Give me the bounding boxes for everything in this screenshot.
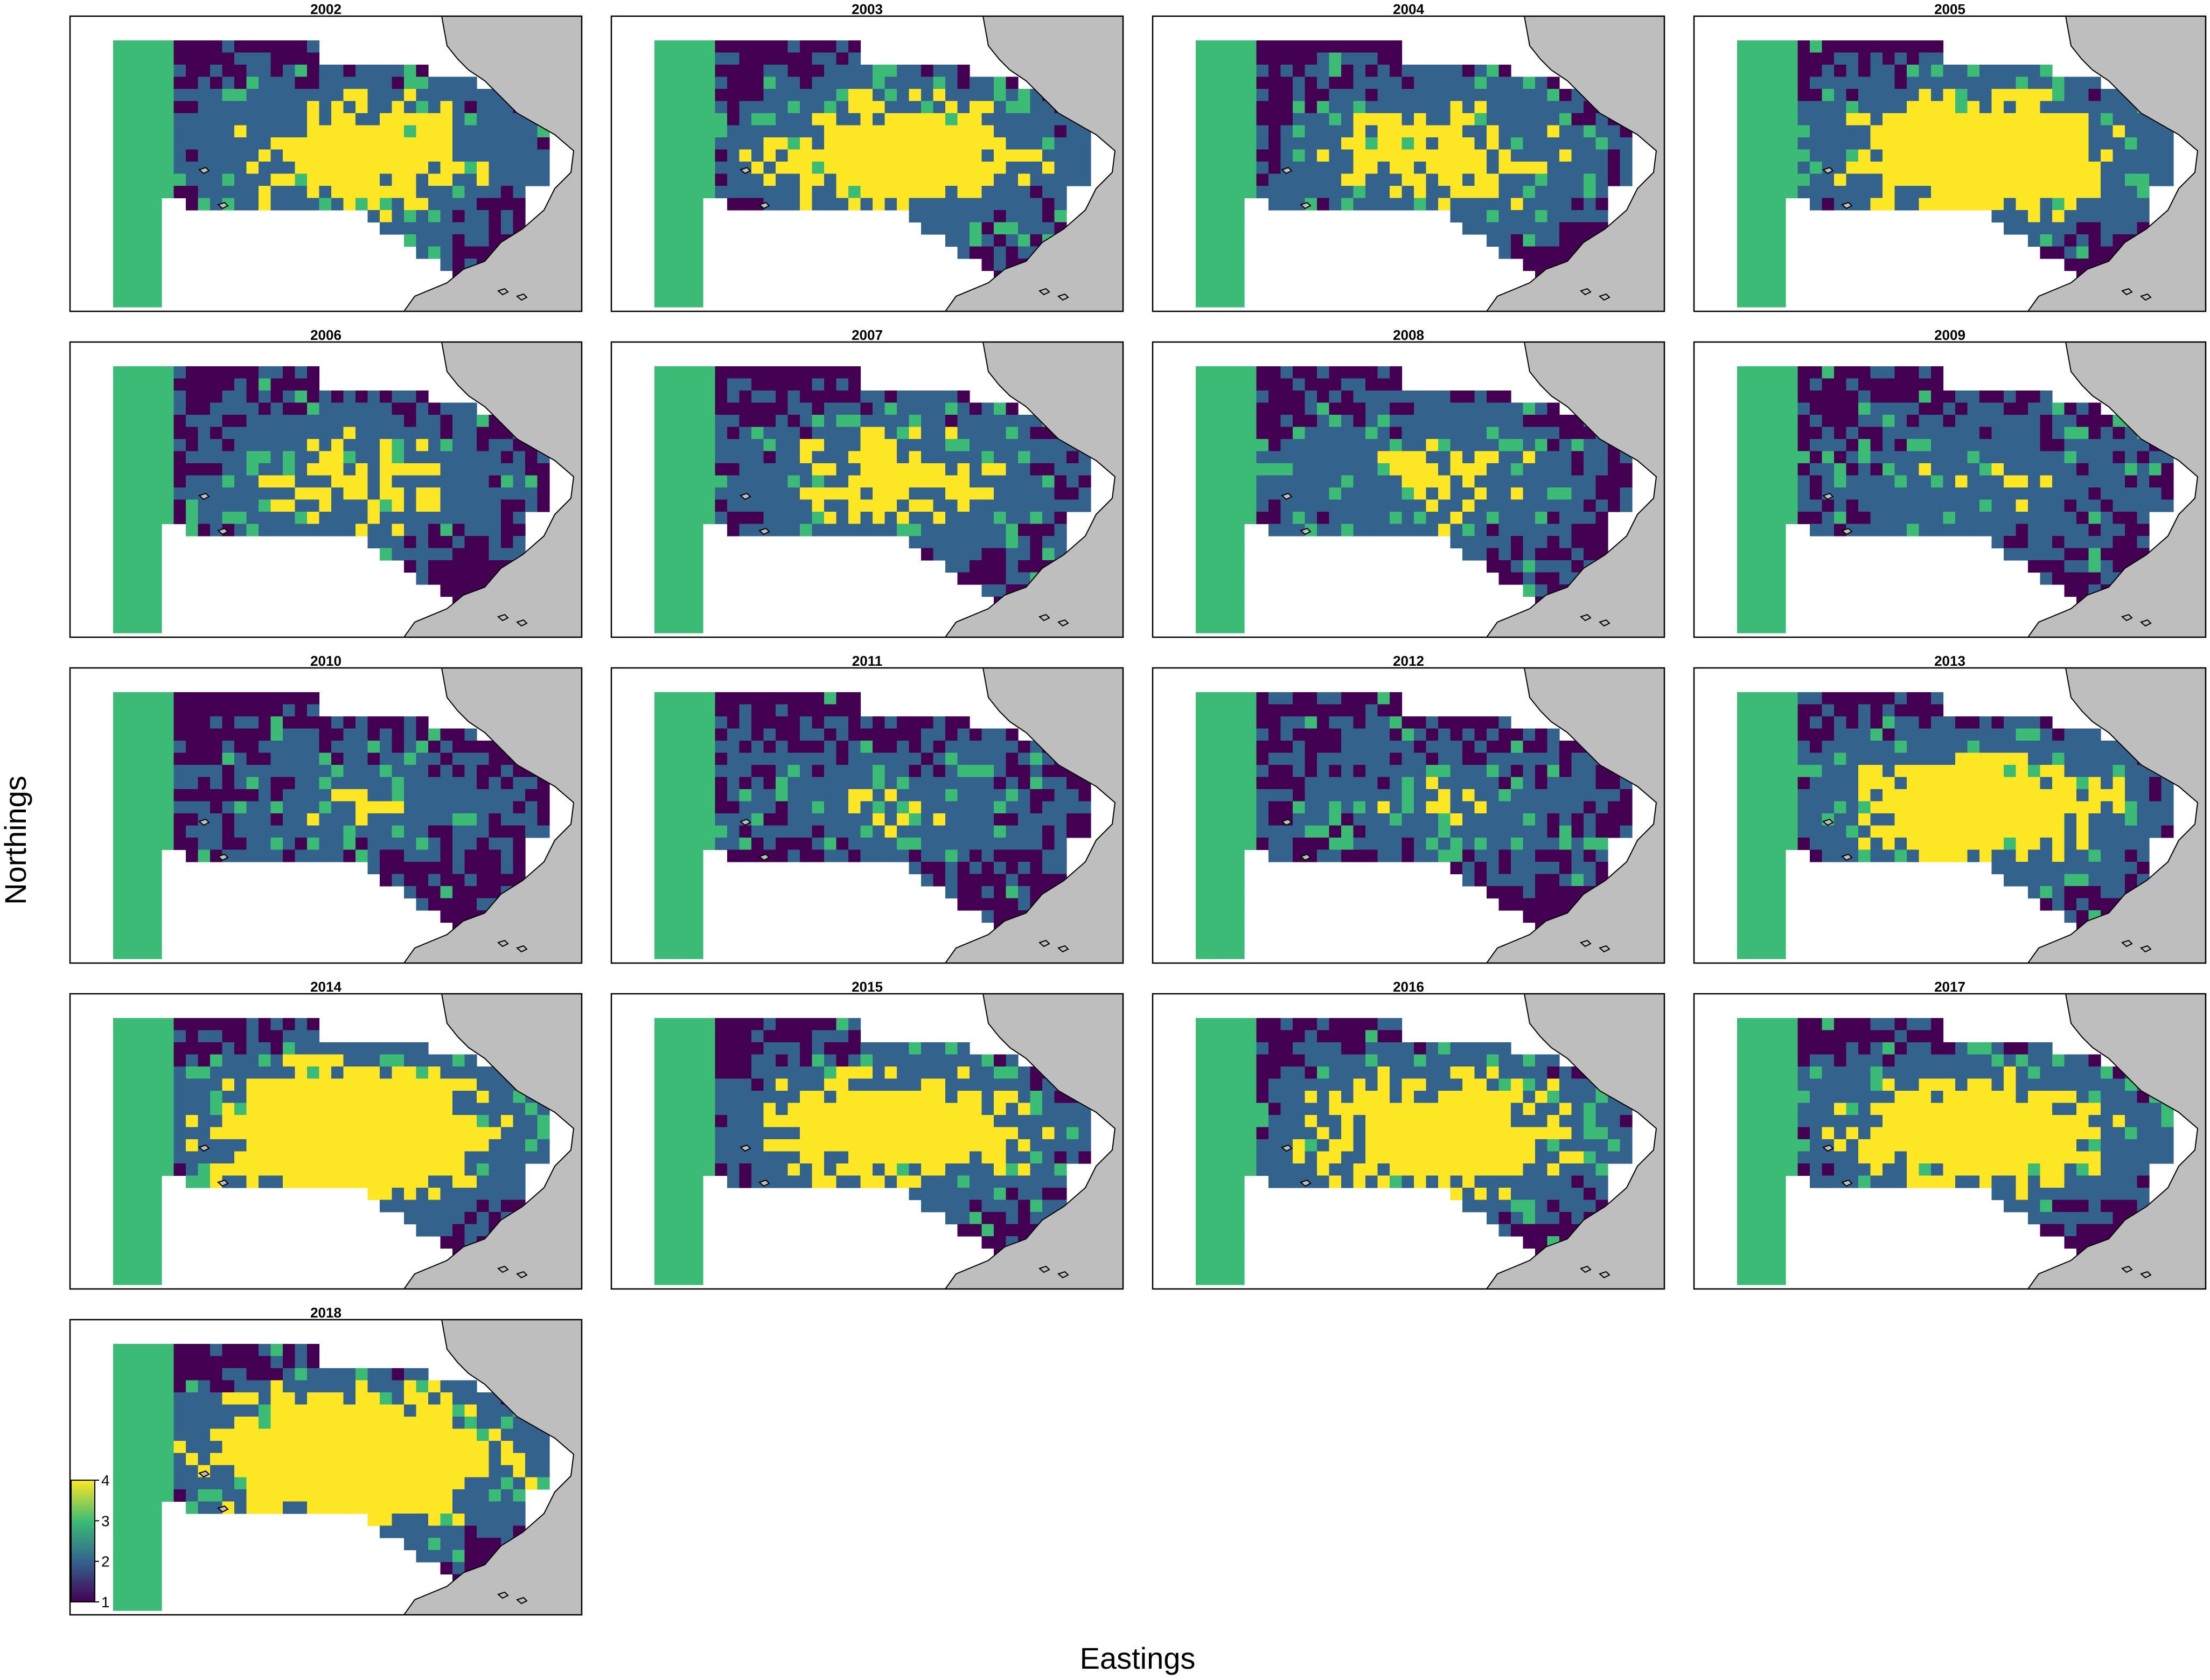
land-2004 xyxy=(1486,16,1664,311)
map-panel-2016: 2016 xyxy=(1152,979,1665,1290)
map-panel-2005: 2005 xyxy=(1693,1,2207,312)
map-panel-2002: 2002 xyxy=(69,1,583,312)
panel-title: 2012 xyxy=(1393,653,1424,669)
panel-title: 2015 xyxy=(852,979,883,995)
land-2006 xyxy=(403,342,582,637)
land-2007 xyxy=(944,342,1123,637)
panel-title: 2002 xyxy=(310,1,341,17)
map-panel-2012: 2012 xyxy=(1152,653,1665,964)
legend-tick-label: 1 xyxy=(101,1594,110,1611)
map-panel-2014: 2014 xyxy=(69,979,583,1290)
land-2003 xyxy=(944,16,1123,311)
color-legend: 1 2 3 4 xyxy=(71,1472,110,1611)
panel-title: 2003 xyxy=(852,1,883,17)
map-panel-2010: 2010 xyxy=(69,653,583,964)
land-2002 xyxy=(403,16,582,311)
panel-title: 2007 xyxy=(852,327,883,343)
map-panel-2007: 2007 xyxy=(610,327,1124,638)
y-axis-label: Northings xyxy=(0,776,32,905)
panel-title: 2014 xyxy=(310,979,341,995)
panel-title: 2005 xyxy=(1934,1,1965,17)
map-panel-2009: 2009 xyxy=(1693,327,2207,638)
map-panel-2017: 2017 xyxy=(1693,979,2207,1290)
land-2008 xyxy=(1486,342,1664,637)
panel-title: 2013 xyxy=(1934,653,1965,669)
legend-tick-label: 4 xyxy=(101,1472,110,1489)
land-2011 xyxy=(944,668,1123,963)
land-2017 xyxy=(2027,994,2206,1289)
panel-title: 2008 xyxy=(1393,327,1424,343)
map-panel-2003: 2003 xyxy=(610,1,1124,312)
land-2013 xyxy=(2027,668,2206,963)
land-2016 xyxy=(1486,994,1664,1289)
map-panels: 2002 2003 2004 2005 2006 2007 2008 2009 2010 2011… xyxy=(69,1,2207,1616)
land-2015 xyxy=(944,994,1123,1289)
panel-title: 2017 xyxy=(1934,979,1965,995)
legend-tick-label: 3 xyxy=(101,1512,110,1529)
map-panel-2006: 2006 xyxy=(69,327,583,638)
map-panel-2015: 2015 xyxy=(610,979,1124,1290)
panel-title: 2016 xyxy=(1393,979,1424,995)
land-2014 xyxy=(403,994,582,1289)
land-2010 xyxy=(403,668,582,963)
panel-title: 2004 xyxy=(1393,1,1424,17)
panel-title: 2009 xyxy=(1934,327,1965,343)
land-2018 xyxy=(403,1320,582,1615)
land-2005 xyxy=(2027,16,2206,311)
map-panel-2008: 2008 xyxy=(1152,327,1665,638)
x-axis-label: Eastings xyxy=(1080,1641,1196,1675)
map-panel-2011: 2011 xyxy=(610,653,1124,964)
legend-tick-label: 2 xyxy=(101,1553,110,1570)
map-panel-2004: 2004 xyxy=(1152,1,1665,312)
panel-title: 2011 xyxy=(852,653,882,669)
map-panel-2018: 2018 xyxy=(69,1305,583,1616)
panel-title: 2018 xyxy=(310,1305,341,1321)
land-2009 xyxy=(2027,342,2206,637)
map-panel-2013: 2013 xyxy=(1693,653,2207,964)
panel-title: 2006 xyxy=(310,327,341,343)
panel-title: 2010 xyxy=(310,653,341,669)
land-2012 xyxy=(1486,668,1664,963)
